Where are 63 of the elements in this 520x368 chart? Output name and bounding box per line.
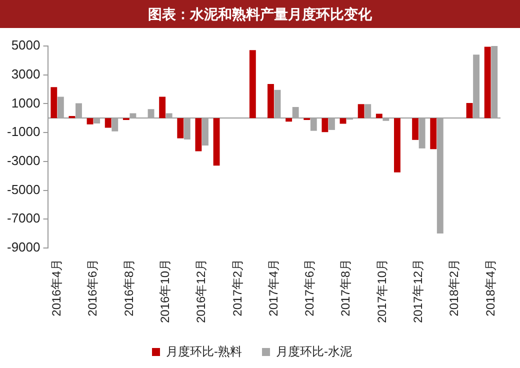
bar [184,118,190,140]
y-tick-label: 3000 [11,66,40,82]
bar [213,118,220,166]
bar [104,118,112,128]
bar [159,96,166,118]
bar [394,118,400,172]
y-tick-label: -1000 [7,124,40,140]
bar [274,90,281,118]
y-tick-label: -5000 [7,182,40,197]
bar [202,118,208,146]
bar [94,118,100,124]
x-tick-label: 2016年10月 [158,258,172,324]
bar [418,118,426,148]
y-tick-label: -3000 [7,152,40,168]
bar [57,96,64,118]
bar [148,109,154,118]
bar [177,118,184,138]
x-tick-label: 2017年12月 [410,258,425,324]
bar [68,116,76,118]
bar [268,84,274,118]
y-tick-label: 5000 [11,38,40,53]
y-tick-label: 1000 [11,95,40,110]
bar [328,118,335,130]
bar [376,114,382,118]
x-tick-label: 2017年2月 [230,258,244,316]
bar [491,46,498,118]
bar [286,118,292,122]
bar [130,113,136,118]
bar [50,87,58,118]
legend-label: 月度环比-熟料 [166,344,242,358]
bar [382,118,390,121]
bar [340,118,346,124]
bar [112,118,118,132]
x-tick-label: 2016年12月 [194,258,208,324]
bar [292,107,299,118]
x-tick-label: 2018年4月 [483,258,498,316]
bar [364,104,372,118]
x-tick-label: 2017年10月 [374,258,389,324]
bar [310,118,317,131]
x-tick-label: 2016年6月 [86,258,100,316]
chart-title: 图表：水泥和熟料产量月度环比变化 [0,0,520,28]
bar [430,118,437,150]
x-tick-label: 2018年2月 [447,258,462,316]
bar [76,103,82,118]
legend-label: 月度环比-水泥 [276,344,352,358]
bar [166,113,172,118]
x-tick-label: 2017年8月 [338,258,353,316]
bar [249,50,256,118]
y-tick-label: -7000 [7,210,40,226]
x-tick-label: 2017年6月 [302,258,317,316]
bar [436,118,444,234]
bar [484,46,491,118]
bar [358,104,364,118]
bar [322,118,328,132]
bar [473,54,480,118]
bar [412,118,419,140]
bar [195,118,202,152]
y-tick-label: -9000 [7,240,40,255]
bar [466,102,473,118]
bar [86,118,94,124]
x-tick-label: 2016年4月 [50,258,64,316]
x-tick-label: 2017年4月 [266,258,280,316]
x-tick-label: 2016年8月 [122,258,136,316]
